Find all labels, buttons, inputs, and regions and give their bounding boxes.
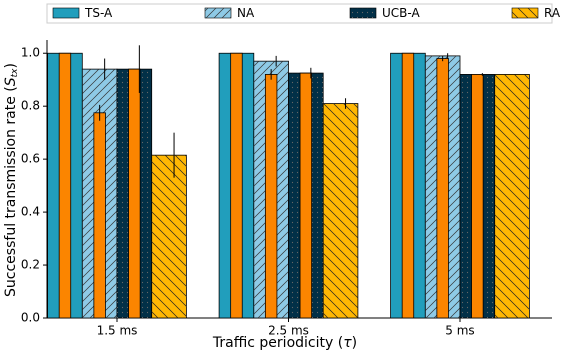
x-tick-label: 5 ms bbox=[445, 324, 474, 338]
bar bbox=[436, 58, 449, 319]
legend-label: UCB-A bbox=[382, 6, 420, 20]
bar bbox=[128, 68, 141, 319]
x-tick-label: 2.5 ms bbox=[268, 324, 309, 338]
bar bbox=[230, 52, 243, 319]
legend-label: NA bbox=[237, 6, 255, 20]
y-tick-label: 0.4 bbox=[21, 205, 40, 219]
y-tick-label: 0.0 bbox=[21, 311, 40, 325]
x-tick-label: 1.5 ms bbox=[97, 324, 138, 338]
x-axis-label: Traffic periodicity (τ) bbox=[212, 335, 357, 351]
legend-swatch-hatch bbox=[512, 8, 538, 18]
legend-swatch-hatch bbox=[350, 8, 376, 18]
bar bbox=[401, 52, 415, 319]
bar-hatch bbox=[151, 155, 187, 318]
bar bbox=[264, 74, 278, 319]
y-tick-label: 1.0 bbox=[21, 46, 40, 60]
legend-label: RA bbox=[544, 6, 561, 20]
legend-frame bbox=[46, 3, 553, 24]
legend-swatch-hatch bbox=[205, 8, 231, 18]
legend-label: TS-A bbox=[84, 6, 113, 20]
bar-hatch bbox=[323, 103, 358, 319]
bar-hatch bbox=[494, 74, 530, 319]
y-tick-label: 0.6 bbox=[21, 152, 40, 166]
bar bbox=[93, 112, 106, 319]
y-tick-label: 0.8 bbox=[21, 99, 40, 113]
legend-swatch bbox=[52, 7, 80, 19]
bar bbox=[299, 72, 313, 319]
bar bbox=[58, 52, 72, 319]
y-tick-label: 0.2 bbox=[21, 258, 40, 272]
y-axis-label: Successful transmission rate (Stx) bbox=[3, 63, 20, 297]
bar bbox=[471, 74, 484, 319]
